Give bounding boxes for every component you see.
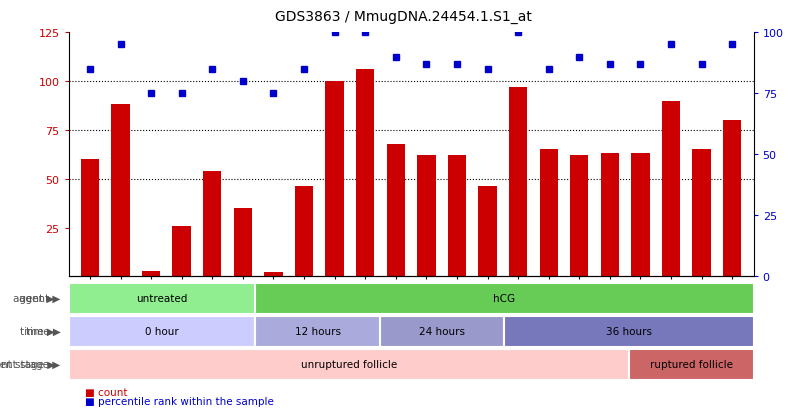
Bar — [509, 88, 527, 277]
Bar — [142, 271, 160, 277]
Text: development stage ▶: development stage ▶ — [0, 359, 55, 370]
Bar — [539, 150, 558, 277]
Bar — [631, 154, 650, 277]
Text: hCG: hCG — [493, 293, 516, 304]
Bar — [692, 150, 711, 277]
Text: 0 hour: 0 hour — [145, 326, 179, 337]
Text: untreated: untreated — [136, 293, 188, 304]
Bar — [600, 154, 619, 277]
Bar — [203, 171, 222, 277]
Text: unruptured follicle: unruptured follicle — [301, 359, 397, 370]
Text: ■ percentile rank within the sample: ■ percentile rank within the sample — [85, 396, 273, 406]
Bar — [387, 144, 405, 277]
Bar — [81, 160, 99, 277]
Bar — [662, 101, 680, 277]
Bar — [380, 316, 505, 347]
Text: 12 hours: 12 hours — [295, 326, 341, 337]
Text: ■ count: ■ count — [85, 387, 127, 397]
Text: 36 hours: 36 hours — [606, 326, 652, 337]
Text: agent ▶: agent ▶ — [19, 293, 60, 304]
Bar — [478, 187, 496, 277]
Bar — [256, 283, 754, 314]
Bar — [264, 273, 283, 277]
Bar — [69, 283, 256, 314]
Text: time ▶: time ▶ — [26, 326, 60, 337]
Bar — [111, 105, 130, 277]
Text: ruptured follicle: ruptured follicle — [650, 359, 733, 370]
Text: GDS3863 / MmugDNA.24454.1.S1_at: GDS3863 / MmugDNA.24454.1.S1_at — [275, 10, 531, 24]
Text: time ▶: time ▶ — [20, 326, 55, 337]
Bar — [356, 70, 374, 277]
Bar — [172, 226, 191, 277]
Text: 24 hours: 24 hours — [419, 326, 465, 337]
Bar — [234, 209, 252, 277]
Bar — [326, 82, 344, 277]
Bar — [69, 349, 629, 380]
Bar — [256, 316, 380, 347]
Bar — [418, 156, 435, 277]
Bar — [505, 316, 754, 347]
Bar — [629, 349, 754, 380]
Text: agent ▶: agent ▶ — [14, 293, 55, 304]
Bar — [448, 156, 466, 277]
Bar — [69, 316, 256, 347]
Bar — [723, 121, 742, 277]
Bar — [570, 156, 588, 277]
Text: development stage ▶: development stage ▶ — [0, 359, 60, 370]
Bar — [295, 187, 314, 277]
